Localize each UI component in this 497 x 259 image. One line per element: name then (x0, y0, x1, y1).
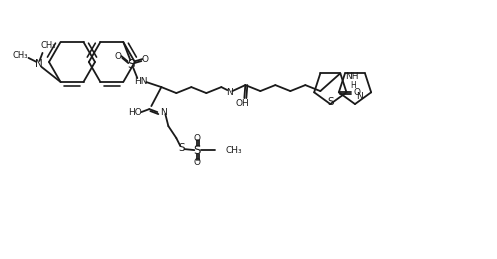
Text: CH₃: CH₃ (225, 146, 242, 155)
Text: O: O (194, 134, 201, 143)
Text: S: S (128, 57, 135, 71)
Text: CH₃: CH₃ (41, 41, 56, 51)
Text: HN: HN (135, 77, 148, 85)
Text: OH: OH (236, 99, 249, 107)
Text: N: N (35, 59, 42, 69)
Text: N: N (160, 107, 166, 117)
Text: O: O (194, 157, 201, 167)
Text: N: N (357, 92, 363, 100)
Text: CH₃: CH₃ (13, 52, 28, 60)
Text: N: N (226, 88, 233, 97)
Text: O: O (142, 55, 149, 63)
Text: H: H (350, 81, 356, 90)
Text: S: S (194, 143, 201, 157)
Text: NH: NH (345, 72, 359, 81)
Text: O: O (115, 52, 122, 61)
Text: S: S (178, 143, 185, 153)
Text: S: S (327, 97, 333, 107)
Text: O: O (353, 88, 360, 97)
Text: HO: HO (128, 107, 142, 117)
